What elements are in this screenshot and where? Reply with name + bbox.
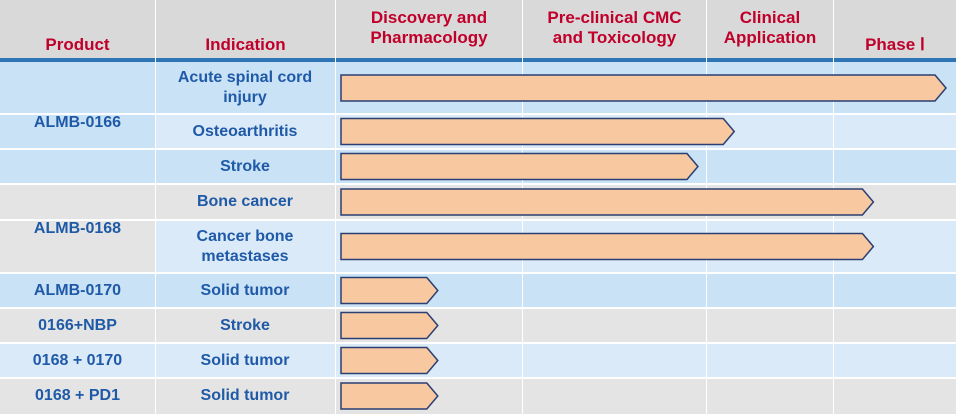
product-name: 0166+NBP	[38, 316, 117, 334]
indication-cell: Osteoarthritis	[155, 114, 335, 149]
indication-label: Cancer bone	[196, 227, 294, 245]
indication-label: Solid tumor	[200, 387, 290, 404]
stage-cell	[707, 273, 833, 308]
indication-cell: Solid tumor	[155, 343, 335, 378]
product-name: ALMB-0166	[33, 114, 122, 131]
progress-arrow-shape	[340, 152, 699, 181]
product-cell: 0168 + 0170	[0, 343, 155, 378]
stage-cell	[523, 378, 706, 414]
indication-cell: Solid tumor	[155, 378, 335, 414]
indication-label: Solid tumor	[200, 351, 290, 369]
header-preclinical-line2: and Toxicology	[552, 28, 677, 47]
header-divider	[0, 58, 956, 62]
product-name: 0168 + 0170	[32, 351, 123, 369]
product-cell: 0166+NBP	[0, 308, 155, 343]
progress-arrow-shape	[340, 311, 439, 340]
header-discovery-line2: Pharmacology	[370, 28, 488, 47]
indication-cell: Bone cancer	[155, 184, 335, 220]
stage-cell	[834, 343, 956, 378]
product-name: ALMB-0170	[33, 281, 122, 299]
progress-arrow-shape	[340, 117, 736, 146]
header-clinical-line2: Application	[723, 28, 817, 47]
row-separator	[0, 377, 956, 379]
stage-cell	[834, 378, 956, 414]
row-separator	[0, 272, 956, 274]
header-clinical: Clinical Application	[707, 0, 833, 58]
progress-arrow-shape	[340, 74, 947, 102]
header-indication: Indication	[156, 0, 335, 58]
progress-arrow-shape	[340, 232, 875, 261]
progress-arrow-shape	[340, 382, 439, 410]
stage-cell	[707, 378, 833, 414]
column-separator	[335, 0, 336, 418]
indication-label: Acute spinal cord	[177, 69, 313, 86]
product-cell: ALMB-0168	[0, 184, 155, 273]
row-separator	[0, 307, 956, 309]
indication-label: Bone cancer	[196, 193, 294, 210]
progress-arrow-shape	[340, 188, 875, 216]
stage-cell	[834, 273, 956, 308]
indication-label: Stroke	[220, 316, 270, 334]
stage-cell	[707, 308, 833, 343]
header-preclinical: Pre-clinical CMC and Toxicology	[523, 0, 706, 58]
stage-cell	[523, 308, 706, 343]
row-separator	[0, 148, 956, 150]
indication-cell: Cancer bone metastases	[155, 220, 335, 273]
row-separator	[0, 183, 956, 185]
stage-cell	[707, 343, 833, 378]
row-separator	[0, 113, 956, 115]
header-phase1-label: Phase Ⅰ	[865, 35, 925, 54]
indication-cell: Stroke	[155, 308, 335, 343]
indication-cell: Stroke	[155, 149, 335, 184]
indication-label: Solid tumor	[200, 281, 290, 299]
header-discovery: Discovery and Pharmacology	[336, 0, 522, 58]
header-product-label: Product	[45, 35, 110, 54]
product-cell: ALMB-0170	[0, 273, 155, 308]
indication-cell: Acute spinal cord injury	[155, 62, 335, 114]
indication-label: Osteoarthritis	[192, 122, 298, 140]
product-name: 0168 + PD1	[35, 387, 120, 404]
product-cell: ALMB-0166	[0, 62, 155, 184]
indication-cell: Solid tumor	[155, 273, 335, 308]
header-discovery-line1: Discovery and	[370, 8, 488, 27]
stage-cell	[707, 149, 833, 184]
column-separator	[155, 0, 156, 418]
row-separator	[0, 219, 956, 221]
stage-cell	[523, 343, 706, 378]
header-preclinical-line1: Pre-clinical CMC	[547, 8, 682, 27]
header-clinical-line1: Clinical	[739, 8, 801, 27]
product-cell: 0168 + PD1	[0, 378, 155, 414]
header-indication-label: Indication	[205, 35, 286, 54]
stage-cell	[523, 273, 706, 308]
header-phase1: Phase Ⅰ	[834, 0, 956, 58]
progress-arrow-shape	[340, 276, 439, 305]
product-name: ALMB-0168	[33, 219, 122, 237]
indication-label: injury	[223, 89, 267, 106]
progress-arrow-shape	[340, 346, 439, 375]
row-separator	[0, 342, 956, 344]
stage-cell	[834, 149, 956, 184]
header-product: Product	[0, 0, 155, 58]
indication-label: Stroke	[220, 157, 270, 175]
indication-label: metastases	[201, 247, 289, 265]
stage-cell	[834, 114, 956, 149]
stage-cell	[834, 308, 956, 343]
